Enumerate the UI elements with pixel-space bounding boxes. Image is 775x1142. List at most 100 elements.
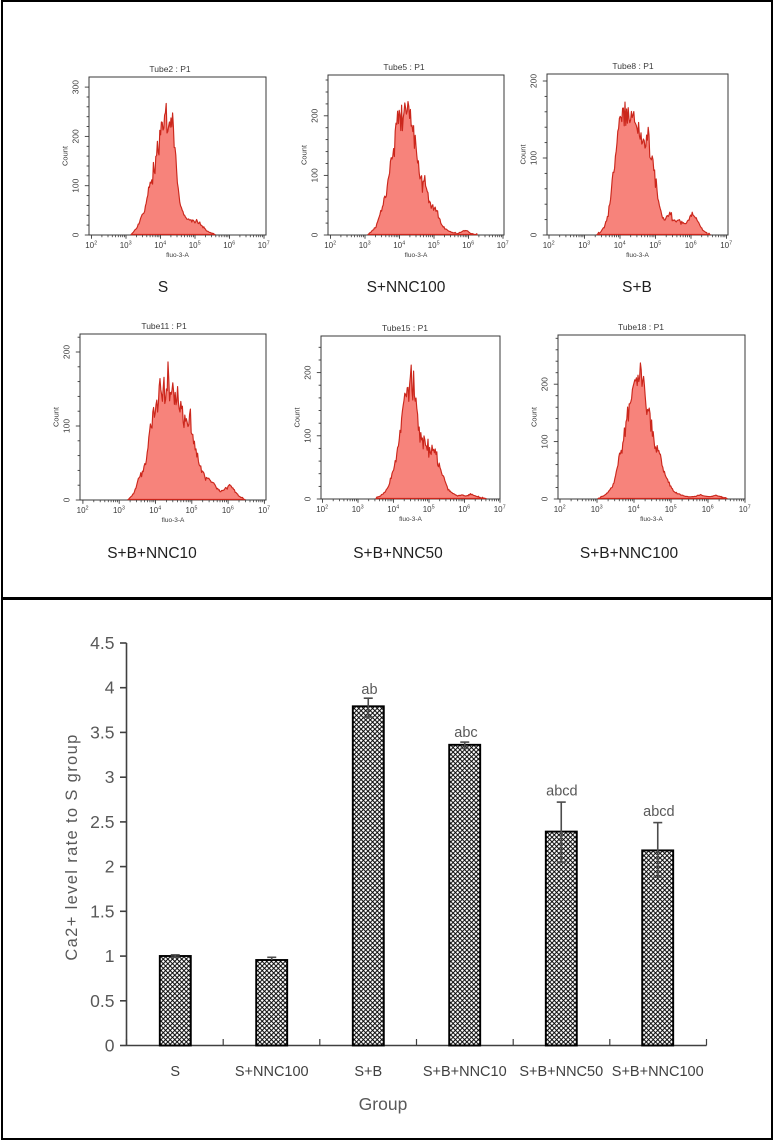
svg-text:7: 7 <box>506 241 509 247</box>
svg-text:100: 100 <box>303 428 313 442</box>
svg-text:5: 5 <box>674 505 677 511</box>
svg-text:2: 2 <box>563 505 566 511</box>
svg-text:S+B+NNC50: S+B+NNC50 <box>353 545 443 562</box>
svg-text:10: 10 <box>685 241 694 250</box>
svg-text:5: 5 <box>432 505 435 511</box>
svg-text:4: 4 <box>163 241 166 247</box>
svg-text:10: 10 <box>154 241 163 250</box>
svg-text:0: 0 <box>105 1036 115 1056</box>
svg-text:6: 6 <box>711 505 714 511</box>
svg-text:S+B+NNC10: S+B+NNC10 <box>107 545 197 562</box>
svg-text:3.5: 3.5 <box>90 722 114 742</box>
svg-text:4: 4 <box>105 678 115 698</box>
svg-text:10: 10 <box>258 506 267 515</box>
svg-text:200: 200 <box>310 108 320 122</box>
svg-text:ab: ab <box>361 682 377 698</box>
svg-text:2: 2 <box>94 241 97 247</box>
svg-text:10: 10 <box>149 506 158 515</box>
svg-text:7: 7 <box>267 241 270 247</box>
svg-text:4: 4 <box>637 505 640 511</box>
svg-text:S: S <box>158 279 168 296</box>
svg-text:S+B+NNC100: S+B+NNC100 <box>612 1064 704 1080</box>
svg-text:10: 10 <box>113 506 122 515</box>
svg-text:Tube15 : P1: Tube15 : P1 <box>382 323 428 333</box>
svg-text:4: 4 <box>623 241 626 247</box>
svg-text:Count: Count <box>52 406 61 427</box>
svg-text:10: 10 <box>649 241 658 250</box>
svg-text:10: 10 <box>591 505 600 514</box>
svg-text:5: 5 <box>195 506 198 512</box>
svg-text:10: 10 <box>720 241 729 250</box>
svg-text:1.5: 1.5 <box>90 901 114 921</box>
svg-text:10: 10 <box>702 505 711 514</box>
svg-text:Tube11 : P1: Tube11 : P1 <box>141 321 187 331</box>
svg-text:4: 4 <box>158 506 161 512</box>
svg-text:200: 200 <box>62 345 72 359</box>
svg-text:fluo-3-A: fluo-3-A <box>640 516 663 523</box>
svg-text:6: 6 <box>694 241 697 247</box>
svg-text:abc: abc <box>454 725 477 741</box>
svg-text:10: 10 <box>189 241 198 250</box>
svg-text:3: 3 <box>129 241 132 247</box>
svg-text:S: S <box>170 1064 180 1080</box>
svg-text:fluo-3-A: fluo-3-A <box>399 516 422 523</box>
svg-text:100: 100 <box>310 168 320 182</box>
svg-text:3: 3 <box>122 506 125 512</box>
svg-text:3: 3 <box>105 767 115 787</box>
svg-text:10: 10 <box>543 241 552 250</box>
svg-text:7: 7 <box>267 506 270 512</box>
svg-text:S+B+NNC50: S+B+NNC50 <box>519 1064 603 1080</box>
svg-text:Tube18 : P1: Tube18 : P1 <box>618 322 664 332</box>
svg-text:10: 10 <box>458 505 467 514</box>
svg-text:10: 10 <box>352 505 361 514</box>
svg-text:200: 200 <box>71 129 81 143</box>
svg-text:7: 7 <box>748 505 751 511</box>
svg-text:10: 10 <box>393 241 402 250</box>
svg-text:Tube2 : P1: Tube2 : P1 <box>149 64 191 74</box>
svg-text:2.5: 2.5 <box>90 812 114 832</box>
svg-text:Count: Count <box>300 144 309 165</box>
svg-text:fluo-3-A: fluo-3-A <box>166 252 189 259</box>
svg-text:0: 0 <box>62 497 72 502</box>
svg-text:10: 10 <box>497 241 506 250</box>
svg-text:abcd: abcd <box>643 804 674 820</box>
svg-text:7: 7 <box>729 241 732 247</box>
svg-text:5: 5 <box>437 241 440 247</box>
svg-text:fluo-3-A: fluo-3-A <box>626 252 649 259</box>
svg-text:10: 10 <box>462 241 471 250</box>
svg-text:Count: Count <box>530 406 539 427</box>
svg-text:300: 300 <box>71 80 81 94</box>
svg-text:7: 7 <box>503 505 506 511</box>
svg-text:10: 10 <box>614 241 623 250</box>
svg-text:10: 10 <box>494 505 503 514</box>
svg-text:10: 10 <box>665 505 674 514</box>
svg-text:Tube5 : P1: Tube5 : P1 <box>383 62 425 72</box>
svg-text:Count: Count <box>61 145 70 166</box>
svg-text:4.5: 4.5 <box>90 633 114 653</box>
svg-text:10: 10 <box>739 505 748 514</box>
svg-text:0: 0 <box>303 496 313 501</box>
svg-text:200: 200 <box>303 365 313 379</box>
svg-text:0: 0 <box>529 232 539 237</box>
svg-text:4: 4 <box>396 505 399 511</box>
svg-text:1: 1 <box>105 946 115 966</box>
svg-text:2: 2 <box>333 241 336 247</box>
svg-text:100: 100 <box>540 434 550 448</box>
svg-text:100: 100 <box>62 419 72 433</box>
svg-text:10: 10 <box>316 505 325 514</box>
svg-text:6: 6 <box>467 505 470 511</box>
svg-text:S+B+NNC10: S+B+NNC10 <box>423 1064 507 1080</box>
svg-text:fluo-3-A: fluo-3-A <box>405 252 428 259</box>
svg-text:Count: Count <box>293 407 302 428</box>
svg-text:5: 5 <box>658 241 661 247</box>
svg-text:200: 200 <box>529 74 539 88</box>
svg-text:6: 6 <box>232 241 235 247</box>
svg-text:10: 10 <box>223 241 232 250</box>
svg-text:0.5: 0.5 <box>90 991 114 1011</box>
svg-text:0: 0 <box>71 232 81 237</box>
svg-text:3: 3 <box>361 505 364 511</box>
svg-text:abcd: abcd <box>546 784 577 800</box>
svg-text:10: 10 <box>186 506 195 515</box>
svg-text:3: 3 <box>600 505 603 511</box>
svg-text:10: 10 <box>578 241 587 250</box>
